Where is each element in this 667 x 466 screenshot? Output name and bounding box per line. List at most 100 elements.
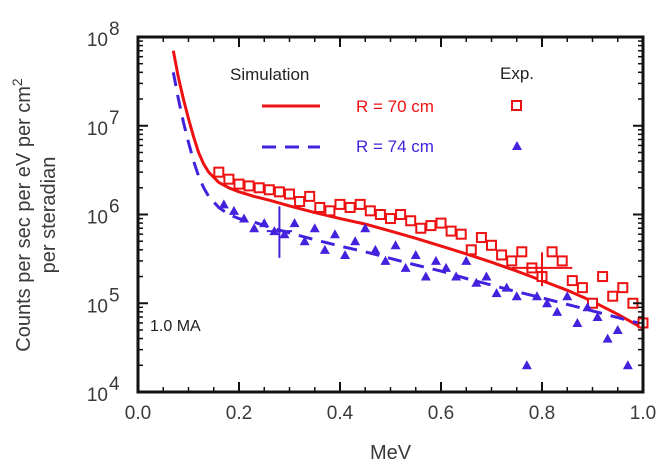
y-tick-exponent: 6: [109, 197, 120, 218]
legend-marker-r70: [511, 100, 522, 111]
y-tick-label: 10: [87, 119, 108, 140]
exp-point-r70: [395, 209, 407, 220]
exp-point-r70: [374, 209, 386, 220]
exp-point-r74: [552, 306, 563, 316]
exp-point-r74: [420, 271, 431, 281]
exp-point-r70: [465, 244, 477, 256]
exp-point-r74: [511, 291, 522, 301]
exp-point-r70: [324, 205, 336, 217]
exp-point-r74: [259, 218, 270, 228]
exp-point-r74: [249, 223, 260, 233]
y-tick-label: 10: [87, 30, 108, 51]
y-tick-exponent: 7: [109, 108, 120, 129]
labels: 0.0 0.2 0.4 0.6 0.8 1.0104105106107108MeVCoun…: [9, 19, 656, 464]
exp-point-r74: [279, 229, 290, 239]
legend-exp-header: Exp.: [500, 64, 534, 83]
exp-point-r70: [385, 213, 396, 225]
series-line-r70: [171, 50, 643, 330]
legend-label-r74: R = 74 cm: [356, 137, 434, 156]
y-tick-exponent: 8: [109, 19, 120, 40]
exp-point-r74: [622, 360, 633, 370]
exp-point-r70: [284, 188, 295, 200]
exp-point-r74: [521, 360, 532, 370]
exp-point-r70: [486, 239, 497, 251]
exp-point-r70: [213, 166, 225, 178]
legend-marker-r74: [512, 141, 522, 150]
exp-point-r74: [531, 291, 542, 301]
exp-point-r70: [415, 222, 427, 234]
y-tick-label: 10: [87, 208, 108, 229]
exp-point-r70: [597, 271, 609, 283]
exp-point-r70: [546, 246, 558, 258]
y-tick-label: 10: [87, 385, 108, 406]
exp-point-r74: [491, 288, 502, 298]
exp-point-r74: [542, 298, 553, 308]
exp-point-r74: [562, 291, 573, 301]
exp-point-r70: [243, 180, 255, 192]
exp-point-r74: [380, 255, 391, 265]
exp-point-r74: [501, 282, 512, 292]
exp-point-r74: [309, 223, 320, 233]
exp-point-r74: [592, 311, 603, 321]
x-tick-label: 0.0: [125, 403, 151, 424]
y-tick-exponent: 5: [109, 285, 120, 306]
exp-point-r70: [354, 198, 366, 210]
exp-point-r74: [430, 255, 441, 265]
exp-point-r74: [299, 236, 310, 246]
x-tick-label: 0.4: [327, 403, 354, 424]
exp-point-r70: [233, 178, 245, 190]
exp-point-r74: [602, 333, 613, 343]
series-line-r74: [171, 72, 643, 326]
current-annotation: 1.0 MA: [150, 318, 201, 335]
exp-point-r70: [304, 190, 316, 202]
exp-point-r70: [576, 282, 588, 294]
exp-point-r70: [253, 182, 265, 194]
exp-point-r74: [582, 302, 593, 312]
exp-point-r70: [445, 225, 457, 237]
exp-point-r70: [344, 201, 356, 213]
exp-point-r70: [334, 198, 346, 210]
exp-point-r70: [425, 220, 437, 232]
exp-point-r74: [289, 218, 300, 228]
exp-point-r74: [228, 205, 239, 215]
exp-point-r70: [314, 201, 326, 213]
exp-point-r74: [218, 199, 229, 209]
error-bar-r74: [266, 206, 293, 258]
legend-label-r70: R = 70 cm: [356, 97, 434, 116]
exp-point-r74: [461, 255, 472, 265]
exp-point-r74: [481, 271, 492, 281]
exp-point-r74: [340, 249, 351, 259]
exp-point-r74: [441, 262, 452, 272]
exp-point-r70: [496, 249, 508, 261]
legend-sim-header: Simulation: [230, 65, 309, 84]
exp-point-r74: [471, 277, 482, 287]
x-tick-label: 1.0: [630, 403, 656, 424]
exp-point-r70: [435, 217, 447, 229]
exp-point-r70: [405, 215, 417, 227]
error-bar-r70: [511, 252, 573, 287]
exp-point-r70: [556, 255, 568, 267]
exp-point-r74: [350, 236, 361, 246]
exp-point-r70: [263, 184, 275, 196]
exp-point-r70: [516, 246, 528, 258]
exp-point-r74: [572, 317, 583, 327]
exp-point-r70: [273, 186, 285, 198]
y-axis-label-text: Counts per sec per eV per cm: [13, 86, 35, 352]
exp-point-r70: [223, 173, 235, 185]
y-tick-exponent: 4: [109, 374, 120, 395]
exp-point-r70: [455, 228, 467, 240]
exp-point-r70: [506, 255, 518, 267]
exp-point-r70: [607, 290, 619, 302]
x-tick-label: 0.2: [226, 403, 252, 424]
exp-point-r74: [451, 271, 462, 281]
exp-point-r74: [390, 240, 401, 250]
exp-point-r70: [587, 297, 598, 309]
x-tick-label: 0.6: [428, 403, 454, 424]
exp-point-r74: [400, 262, 411, 272]
exp-point-r74: [410, 249, 421, 259]
y-tick-label: 10: [87, 296, 108, 317]
exp-point-r70: [294, 196, 306, 208]
y-axis-label-superscript: 2: [9, 78, 25, 86]
plot-content: [171, 50, 649, 370]
